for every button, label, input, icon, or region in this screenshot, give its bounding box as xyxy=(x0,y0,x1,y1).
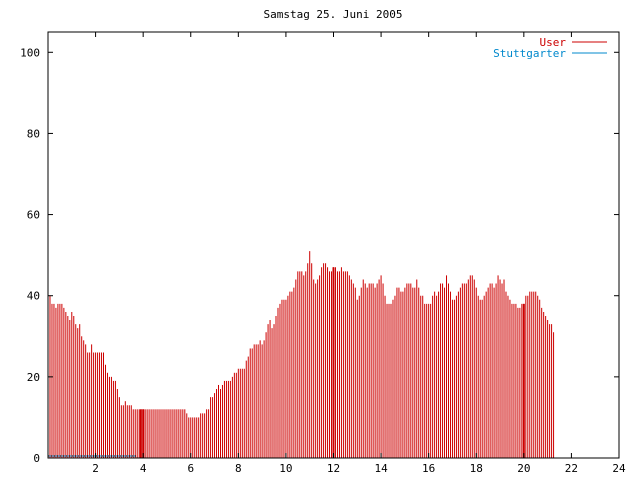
x-tick-label: 12 xyxy=(327,462,340,475)
y-tick-label: 100 xyxy=(20,46,40,59)
y-tick-label: 40 xyxy=(27,290,40,303)
x-tick-label: 6 xyxy=(187,462,194,475)
x-tick-label: 2 xyxy=(92,462,99,475)
x-tick-label: 18 xyxy=(470,462,483,475)
x-tick-label: 8 xyxy=(235,462,242,475)
x-tick-label: 20 xyxy=(517,462,530,475)
x-tick-label: 16 xyxy=(422,462,435,475)
x-tick-label: 10 xyxy=(279,462,292,475)
legend-label-user: User xyxy=(540,36,567,49)
x-tick-label: 14 xyxy=(374,462,388,475)
x-tick-label: 22 xyxy=(565,462,578,475)
legend-label-stuttgarter: Stuttgarter xyxy=(493,47,566,60)
x-tick-label: 4 xyxy=(140,462,147,475)
y-tick-label: 0 xyxy=(33,452,40,465)
legend: User Stuttgarter xyxy=(493,36,607,60)
y-tick-label: 20 xyxy=(27,371,40,384)
bars-layer xyxy=(47,251,555,458)
y-tick-label: 60 xyxy=(27,209,40,222)
chart-title: Samstag 25. Juni 2005 xyxy=(263,8,402,21)
x-tick-label: 24 xyxy=(612,462,626,475)
y-tick-label: 80 xyxy=(27,127,40,140)
